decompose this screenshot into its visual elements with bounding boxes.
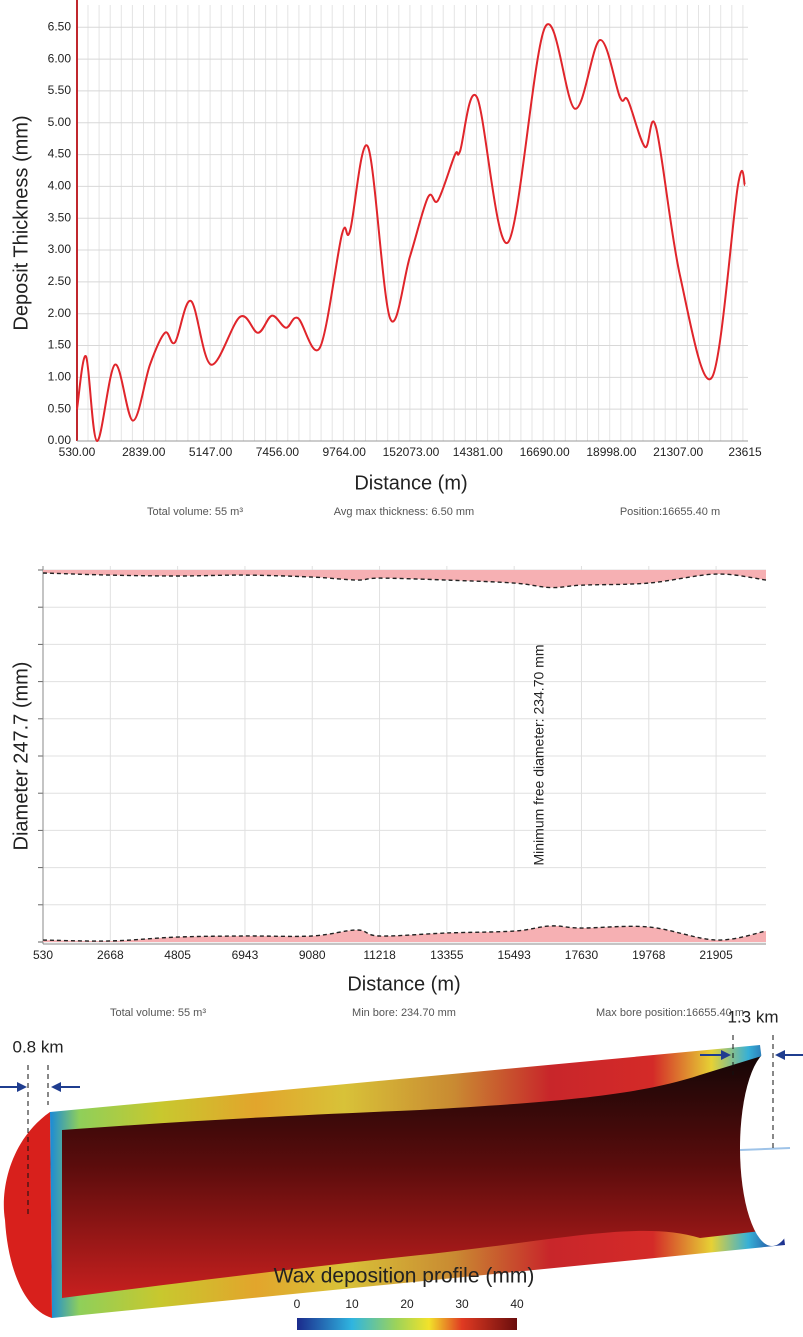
y-tick-label: 2.50 xyxy=(48,274,72,288)
axis-line xyxy=(739,1147,791,1151)
x-tick-label: 5147.00 xyxy=(189,445,233,459)
x-tick-label: 9764.00 xyxy=(323,445,367,459)
thickness-chart: 0.00 0.50 1.00 1.50 2.00 2.50 3.00 3.50 4.00 4.50… xyxy=(10,0,762,518)
x-tick-label: 11218 xyxy=(363,948,396,962)
y-tick-label: 5.50 xyxy=(48,83,72,97)
colorbar-title: Wax deposition profile (mm) xyxy=(274,1265,535,1288)
colorbar-tick-label: 10 xyxy=(345,1297,359,1311)
deposit-area xyxy=(43,570,766,588)
pipe-cap xyxy=(3,1112,52,1318)
arrow-head xyxy=(51,1082,61,1092)
footer-text: Min bore: 234.70 mm xyxy=(352,1007,456,1019)
footer-text: Avg max thickness: 6.50 mm xyxy=(334,506,474,518)
x-tick-label: 9080 xyxy=(299,948,326,962)
x-tick-label: 530 xyxy=(33,948,53,962)
y-tick-label: 4.00 xyxy=(48,179,72,193)
footer-text: Total volume: 55 m³ xyxy=(147,506,243,518)
annotation: Minimum free diameter: 234.70 mm xyxy=(531,645,547,866)
data-line xyxy=(76,23,746,443)
deposit-edge xyxy=(42,572,767,589)
y-tick-label: 6.50 xyxy=(48,19,72,33)
y-tick-label: 4.50 xyxy=(48,147,72,161)
x-axis-title: Distance (m) xyxy=(347,973,460,995)
arrow-head xyxy=(775,1050,785,1060)
footer-text: Total volume: 55 m³ xyxy=(110,1007,206,1019)
wax-render: 0.8 km 1.3 km Wax deposition profile (mm… xyxy=(0,1007,803,1330)
colorbar-tick-label: 20 xyxy=(400,1297,414,1311)
x-tick-label: 23615 xyxy=(728,445,762,459)
arrow-head xyxy=(721,1050,731,1060)
x-tick-label: 6943 xyxy=(232,948,259,962)
pipe-inner xyxy=(62,1055,770,1298)
x-tick-label: 17630 xyxy=(565,948,599,962)
footer-text: Max bore position:16655.40 m xyxy=(596,1007,744,1019)
y-tick-label: 3.00 xyxy=(48,242,72,256)
x-tick-label: 530.00 xyxy=(59,445,96,459)
x-tick-label: 19768 xyxy=(632,948,666,962)
y-tick-label: 0.50 xyxy=(48,401,72,415)
colorbar xyxy=(297,1318,517,1330)
colorbar-tick-label: 0 xyxy=(294,1297,301,1311)
y-tick-label: 0.00 xyxy=(48,433,72,447)
y-tick-label: 6.00 xyxy=(48,51,72,65)
y-tick-label: 3.50 xyxy=(48,210,72,224)
y-tick-label: 1.50 xyxy=(48,338,72,352)
x-tick-label: 21905 xyxy=(699,948,733,962)
deposit-area xyxy=(43,925,766,942)
marker-label: 1.3 km xyxy=(727,1007,778,1026)
x-tick-label: 14381.00 xyxy=(453,445,503,459)
arrow-head xyxy=(17,1082,27,1092)
y-tick-label: 1.00 xyxy=(48,370,72,384)
y-tick-label: 5.00 xyxy=(48,115,72,129)
y-axis-title: Deposit Thickness (mm) xyxy=(10,115,32,330)
x-tick-label: 4805 xyxy=(164,948,191,962)
colorbar-tick-label: 30 xyxy=(455,1297,469,1311)
x-tick-label: 15493 xyxy=(497,948,531,962)
footer-text: Position:16655.40 m xyxy=(620,506,720,518)
x-tick-label: 7456.00 xyxy=(256,445,300,459)
x-tick-label: 152073.00 xyxy=(383,445,440,459)
x-tick-label: 21307.00 xyxy=(653,445,703,459)
x-tick-label: 2839.00 xyxy=(122,445,166,459)
x-tick-label: 16690.00 xyxy=(520,445,570,459)
y-axis-title: Diameter 247.7 (mm) xyxy=(10,662,32,851)
diameter-chart: 530 2668 4805 6943 9080 11218 13355 15493 17630 1… xyxy=(10,566,767,1019)
y-tick-label: 2.00 xyxy=(48,306,72,320)
x-tick-label: 2668 xyxy=(97,948,124,962)
deposit-edge xyxy=(42,925,767,942)
x-tick-label: 18998.00 xyxy=(586,445,636,459)
x-tick-label: 13355 xyxy=(430,948,464,962)
marker-label: 0.8 km xyxy=(12,1037,63,1056)
x-axis-title: Distance (m) xyxy=(354,472,467,494)
colorbar-tick-label: 40 xyxy=(510,1297,524,1311)
